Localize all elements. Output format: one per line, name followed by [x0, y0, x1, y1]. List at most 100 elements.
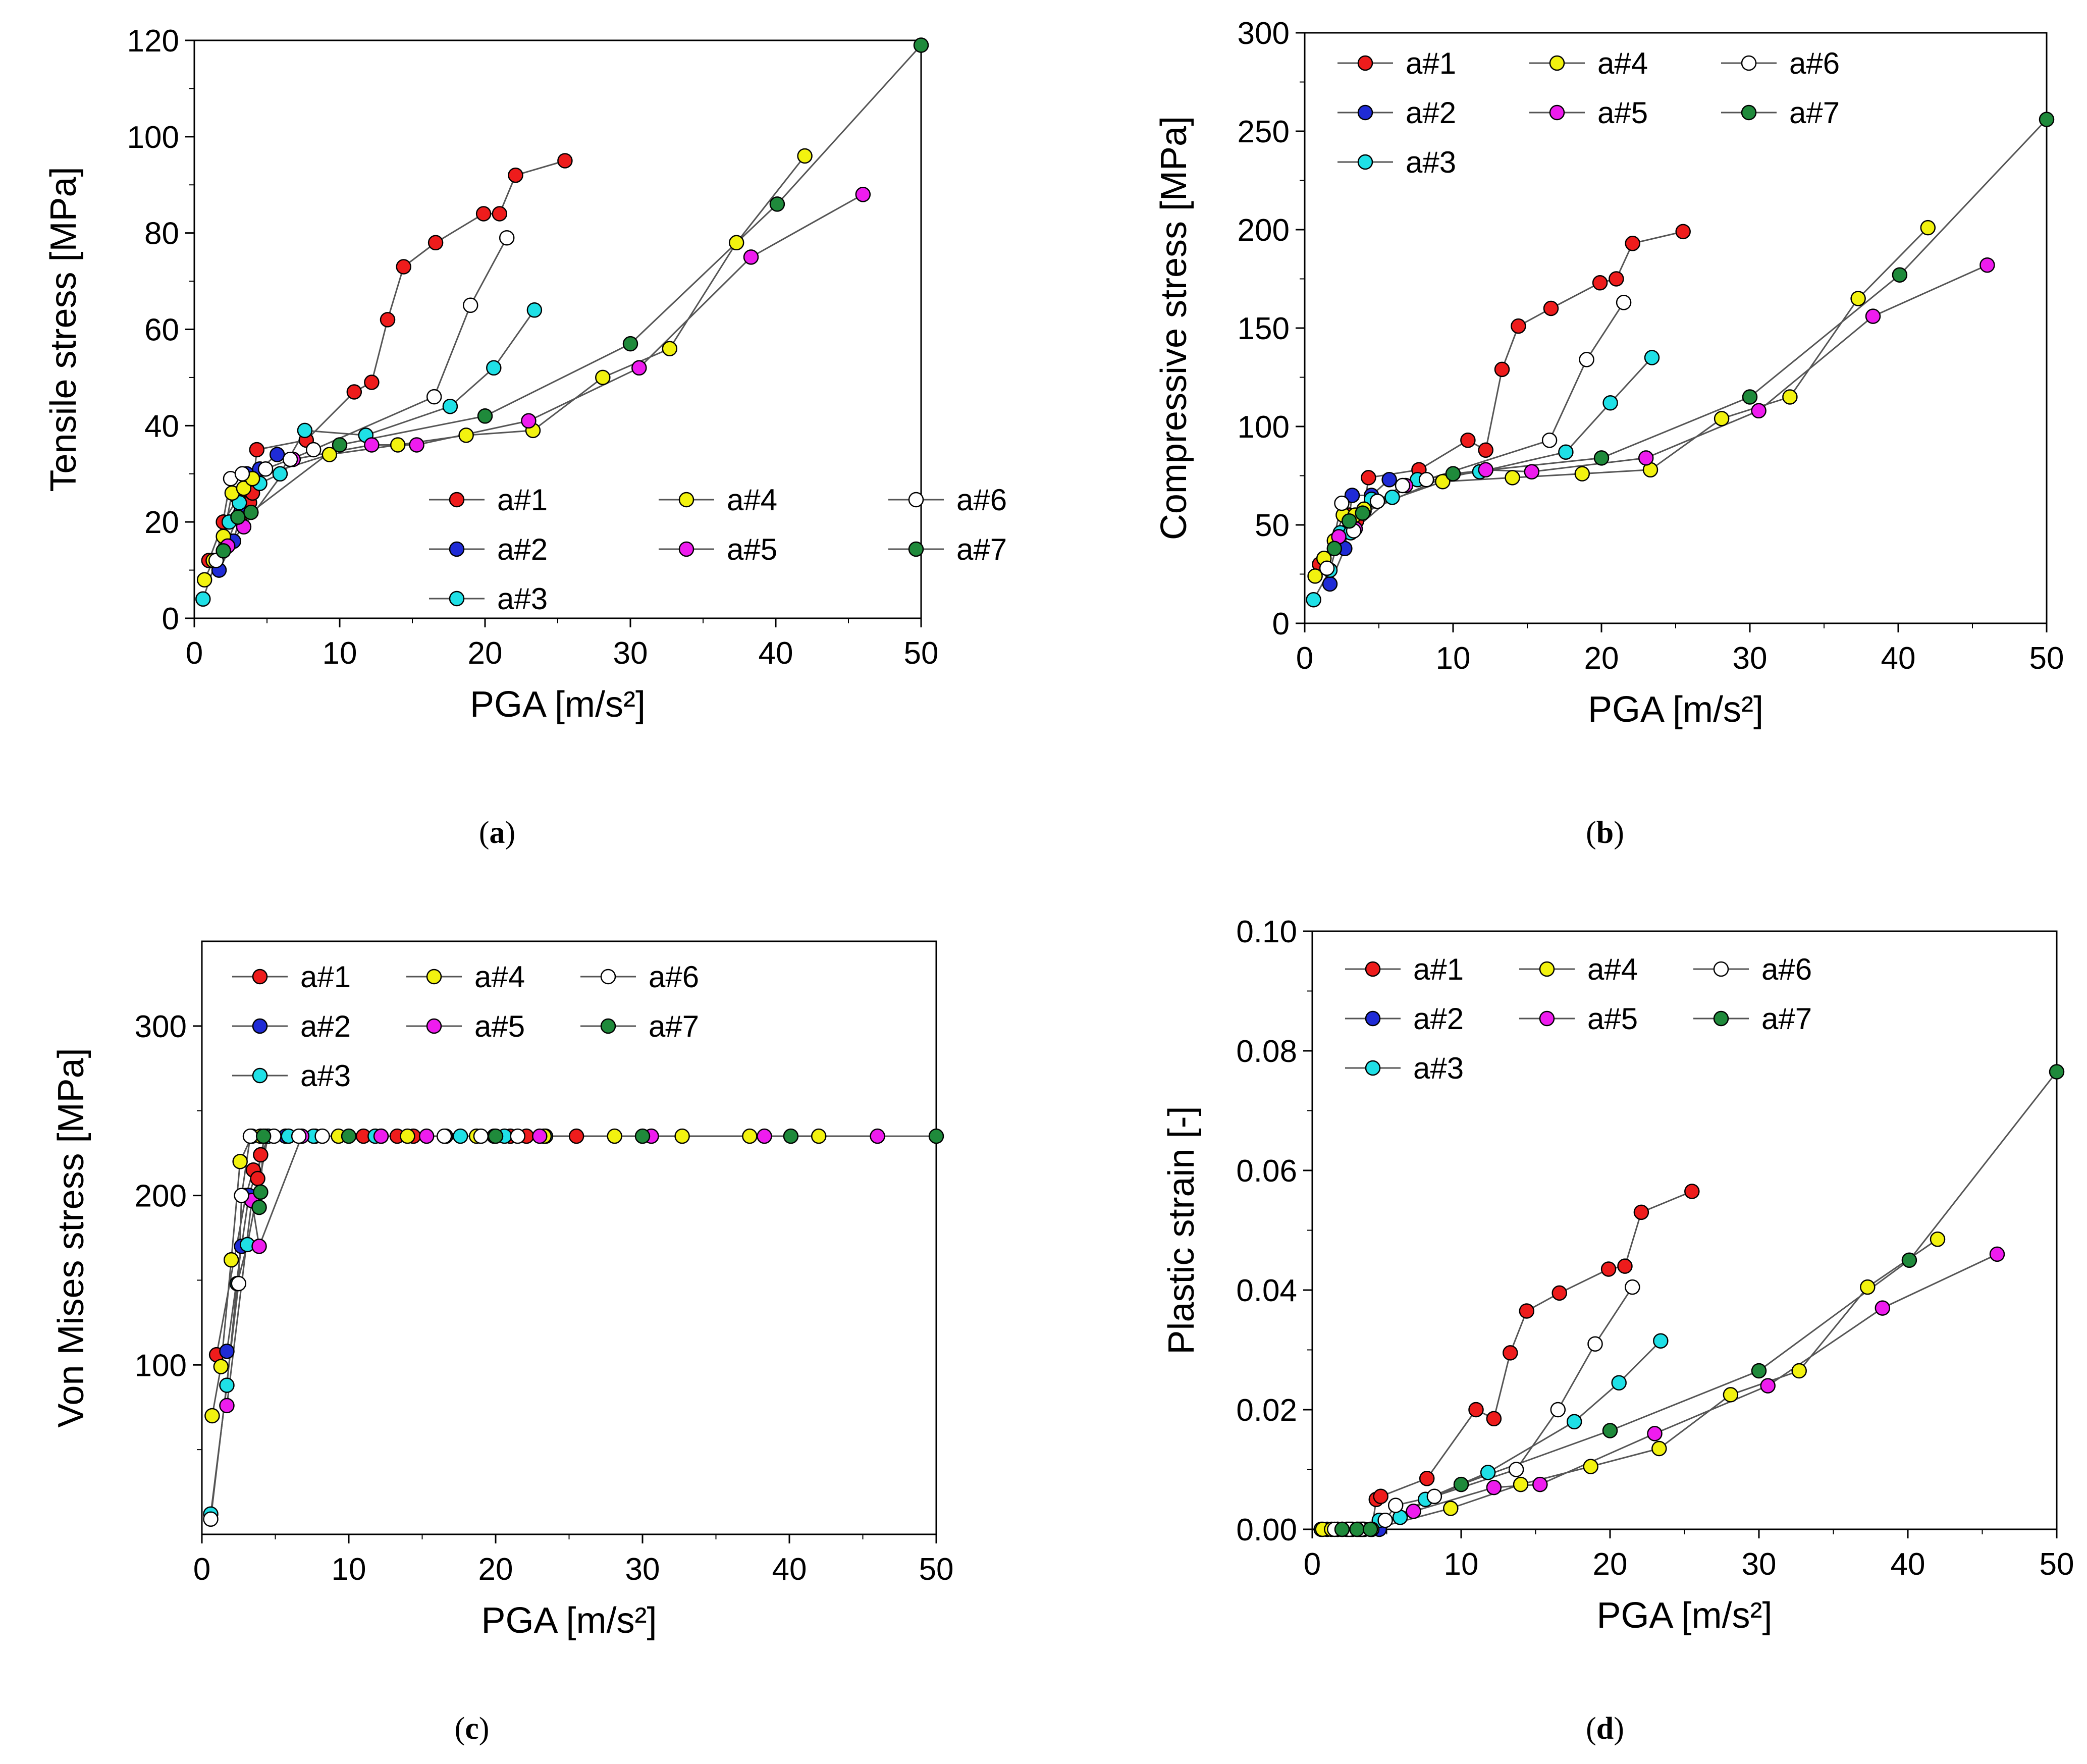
data-point-a1 — [253, 1147, 269, 1163]
legend-marker — [1365, 961, 1381, 977]
panel-caption: (d) — [1586, 1712, 1624, 1746]
y-tick-label: 100 — [127, 120, 179, 155]
data-point-a7 — [769, 196, 785, 212]
y-axis-title: Tensile stress [MPa] — [43, 167, 84, 492]
x-tick-label: 50 — [2029, 641, 2064, 676]
data-point-a7 — [634, 1128, 651, 1144]
data-point-a1 — [1625, 236, 1640, 251]
y-tick-label: 0.06 — [1236, 1154, 1297, 1189]
data-point-a5 — [1638, 450, 1654, 466]
data-point-a7 — [1341, 513, 1357, 529]
legend-marker — [678, 492, 694, 508]
data-point-a2 — [1322, 576, 1338, 592]
x-tick-label: 50 — [904, 636, 939, 671]
y-tick-label: 50 — [1255, 508, 1290, 543]
legend-label: a#2 — [1413, 1002, 1464, 1036]
legend-label: a#3 — [1413, 1051, 1464, 1085]
y-tick-label: 200 — [135, 1179, 187, 1214]
data-point-a7 — [1362, 1521, 1378, 1537]
legend: a#1 a#2 a#3 a#4 a#5 a#6 a#7 — [1337, 46, 1840, 179]
data-point-a4 — [662, 341, 678, 356]
data-point-a1 — [1543, 300, 1559, 316]
legend-label: a#6 — [956, 483, 1007, 517]
y-tick-label: 300 — [135, 1009, 187, 1044]
legend-label: a#3 — [497, 582, 548, 616]
data-point-a5 — [855, 187, 871, 202]
data-point-a5 — [1989, 1246, 2005, 1262]
legend-marker — [1549, 104, 1565, 121]
y-tick-label: 300 — [1238, 16, 1290, 51]
data-point-a1 — [1511, 318, 1526, 334]
data-point-a3 — [272, 466, 288, 482]
y-tick-label: 0 — [162, 602, 179, 636]
y-axis-title: Von Mises stress [MPa] — [51, 1048, 91, 1427]
legend-label: a#7 — [1789, 96, 1840, 130]
x-tick-label: 20 — [1593, 1547, 1628, 1582]
data-point-a1 — [396, 259, 411, 275]
data-point-a7 — [332, 437, 348, 453]
data-point-a4 — [1513, 1476, 1529, 1492]
data-point-a5 — [521, 413, 537, 429]
panel-caption: (a) — [479, 816, 515, 850]
data-point-a6 — [1587, 1336, 1603, 1352]
data-point-a6 — [1319, 560, 1335, 576]
legend-marker — [1365, 1060, 1381, 1076]
legend-marker — [1741, 55, 1757, 71]
data-point-a5 — [1760, 1378, 1776, 1394]
data-point-a6 — [203, 1511, 219, 1527]
legend-label: a#1 — [300, 960, 351, 994]
data-point-a1 — [1609, 271, 1624, 287]
data-point-a1 — [1600, 1261, 1617, 1277]
data-point-a4 — [322, 447, 338, 462]
legend-marker — [600, 969, 616, 985]
data-point-a5 — [532, 1128, 548, 1144]
data-point-a4 — [811, 1128, 827, 1144]
data-point-a1 — [508, 167, 523, 183]
x-axis-title: PGA [m/s²] — [481, 1600, 657, 1641]
data-point-a7 — [477, 408, 493, 424]
data-point-a5 — [1875, 1300, 1891, 1316]
data-point-a5 — [1486, 1479, 1502, 1495]
data-point-a6 — [1616, 295, 1632, 310]
data-point-a1 — [1486, 1411, 1502, 1427]
panel-caption-letter: c — [465, 1712, 479, 1746]
legend-marker — [1357, 55, 1373, 71]
x-tick-label: 10 — [1444, 1547, 1479, 1582]
data-point-a5 — [251, 1239, 267, 1254]
data-point-a6 — [242, 1128, 258, 1144]
data-point-a1 — [1617, 1258, 1633, 1274]
data-point-a4 — [607, 1128, 622, 1144]
panel-caption: (c) — [455, 1712, 490, 1746]
data-point-a1 — [492, 206, 508, 222]
data-point-a1 — [1460, 433, 1476, 448]
data-point-a5 — [743, 249, 759, 265]
data-point-a4 — [1930, 1232, 1946, 1247]
data-point-a4 — [728, 235, 744, 251]
data-point-a7 — [251, 1199, 267, 1215]
legend-marker — [1741, 104, 1757, 121]
legend-label: a#1 — [1413, 952, 1464, 986]
data-point-a6 — [1508, 1462, 1524, 1477]
legend-label: a#6 — [1761, 952, 1812, 986]
x-tick-label: 30 — [613, 636, 648, 671]
x-tick-label: 30 — [1733, 641, 1768, 676]
data-point-a7 — [2049, 1064, 2065, 1080]
legend-label: a#5 — [727, 532, 777, 566]
data-point-a7 — [255, 1128, 272, 1144]
data-point-a1 — [1684, 1184, 1700, 1199]
panel-caption-close: ) — [505, 816, 516, 850]
data-point-a5 — [418, 1128, 435, 1144]
legend-label: a#5 — [1597, 96, 1648, 130]
y-tick-label: 40 — [144, 409, 179, 444]
legend: a#1 a#2 a#3 a#4 a#5 a#6 a#7 — [1345, 952, 1812, 1085]
data-point-a4 — [204, 1408, 220, 1424]
data-point-a6 — [234, 466, 250, 482]
data-point-a5 — [1865, 308, 1881, 324]
x-tick-label: 10 — [1436, 641, 1471, 676]
panel-caption-letter: b — [1596, 816, 1614, 850]
legend-marker — [1713, 961, 1729, 977]
data-point-a1 — [1361, 470, 1376, 486]
data-point-a7 — [1349, 1521, 1365, 1537]
data-point-a4 — [1723, 1387, 1739, 1403]
